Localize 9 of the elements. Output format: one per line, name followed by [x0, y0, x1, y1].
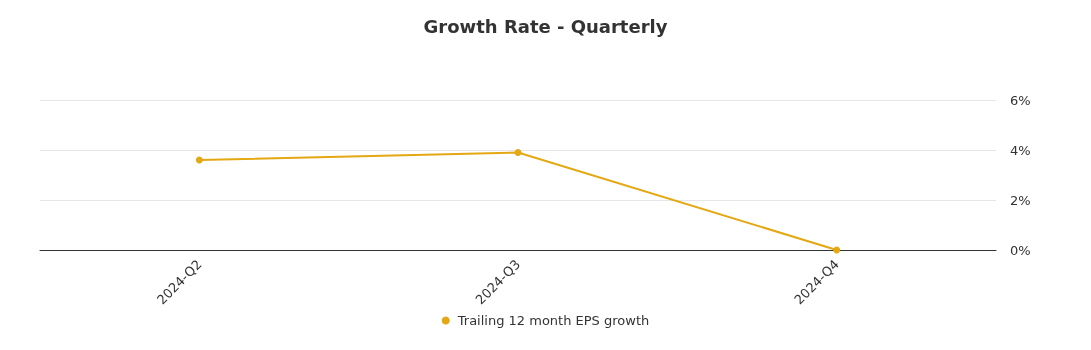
y-tick-label: 6% [1010, 92, 1031, 108]
point [514, 149, 522, 156]
point [195, 156, 203, 164]
y-tick-label: 4% [1010, 142, 1031, 158]
point [833, 246, 841, 254]
legend-label: Trailing 12 month EPS growth [456, 313, 650, 328]
y-tick-label: 0% [1010, 242, 1031, 258]
chart-title: Growth Rate - Quarterly [423, 15, 668, 37]
y-tick-label: 2% [1010, 192, 1031, 208]
